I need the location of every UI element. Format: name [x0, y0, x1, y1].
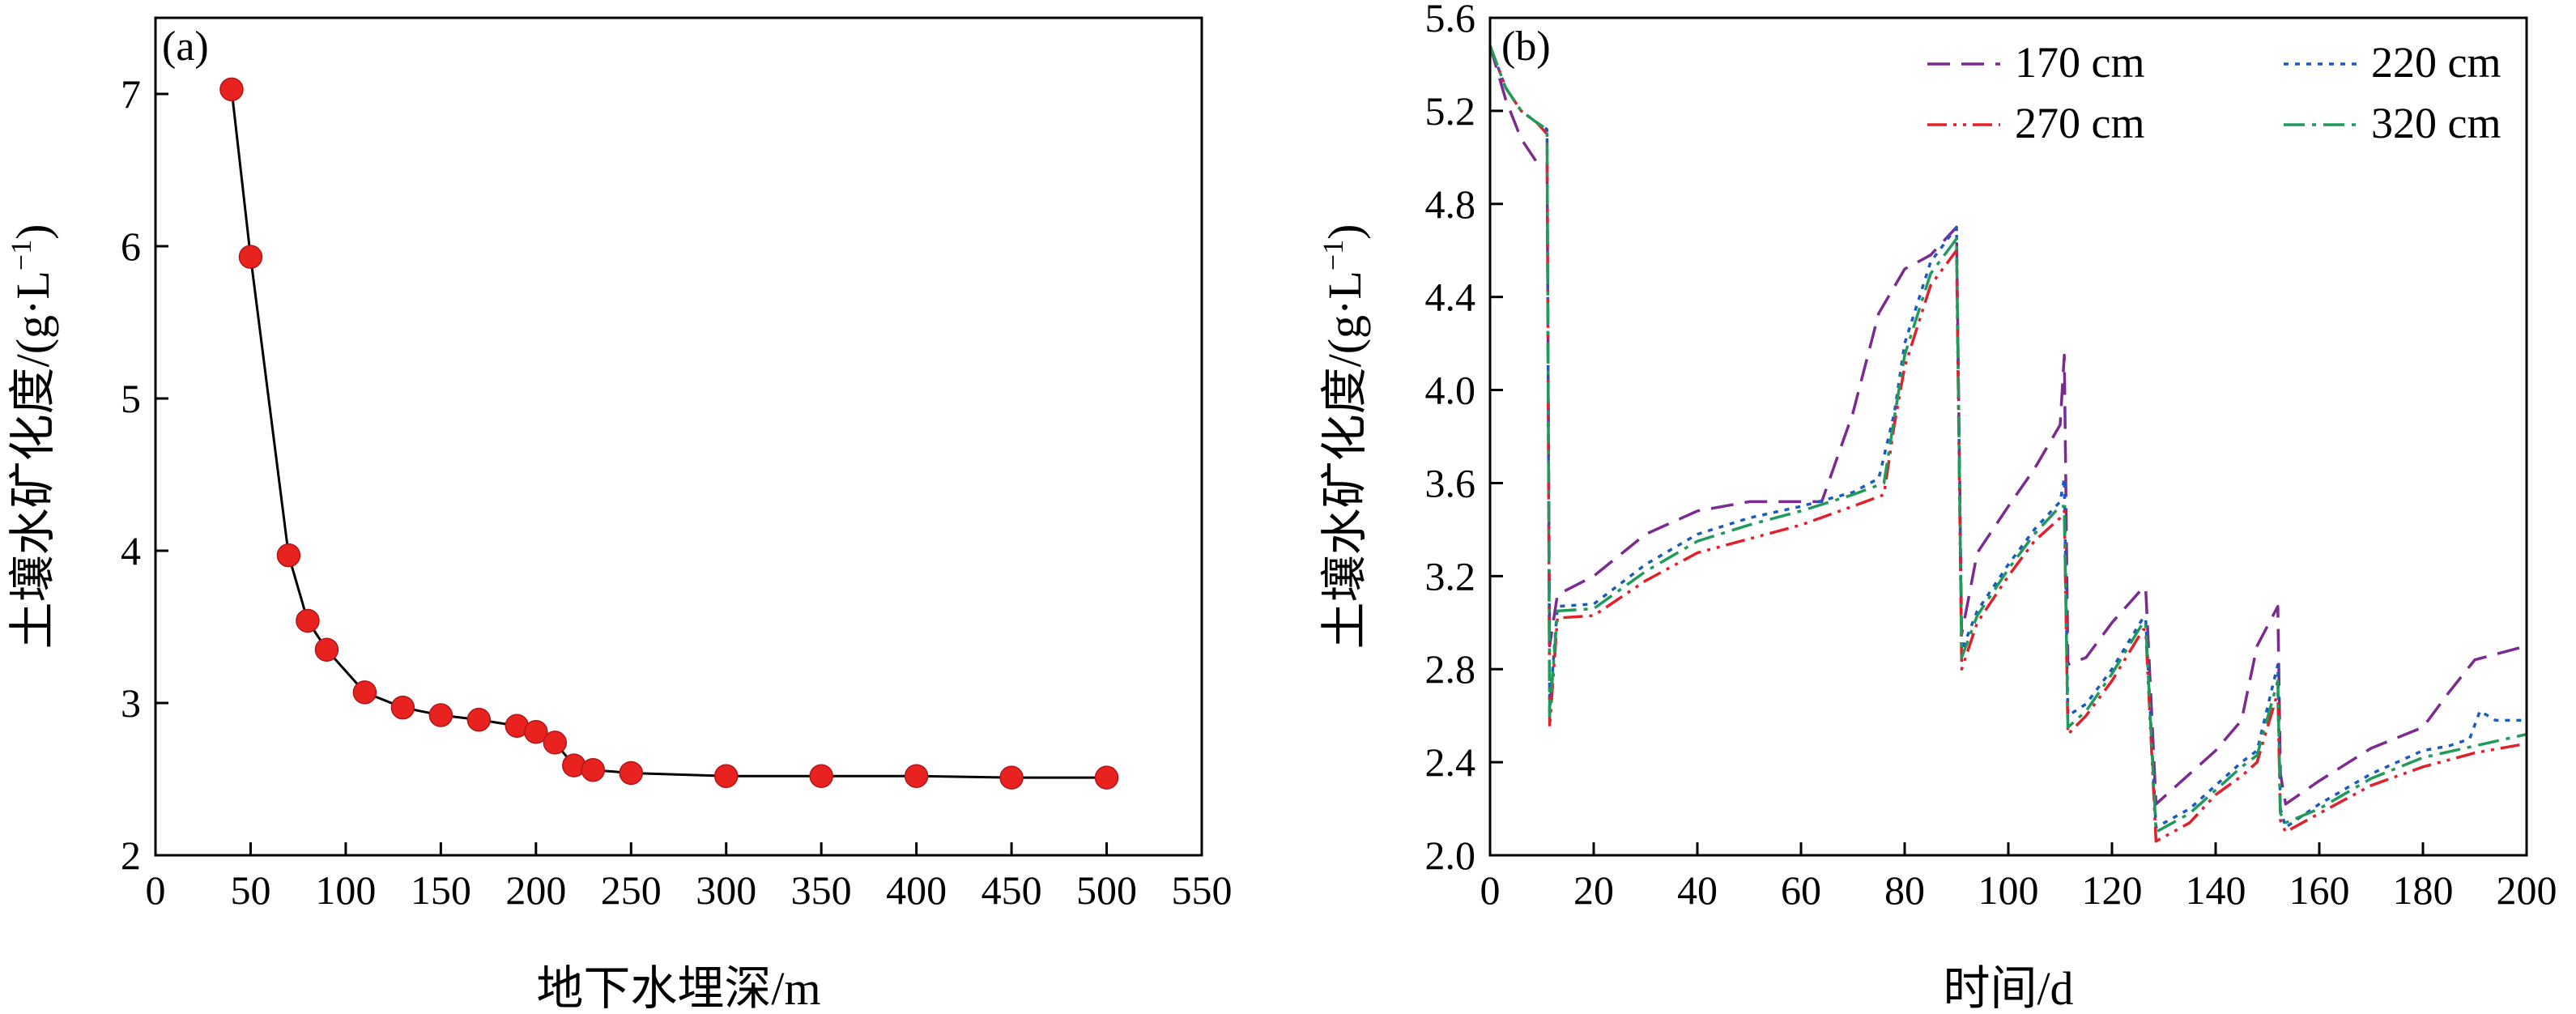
series-line-270-cm [1488, 45, 2527, 843]
panel-b-x-tick-label: 100 [1978, 867, 2039, 913]
panel-b-x-tick-label: 140 [2186, 867, 2246, 913]
panel-a-y-axis-title-close: ) [6, 224, 59, 240]
panel-b-x-tick-label: 180 [2393, 867, 2454, 913]
legend-label: 220 cm [2371, 38, 2501, 87]
panel-b-x-tick-label: 0 [1480, 867, 1501, 913]
panel-b-y-tick-label: 2.0 [1425, 833, 1476, 878]
panel-b-series [1488, 45, 2527, 843]
panel-b-y-tick-label: 2.8 [1425, 646, 1476, 692]
panel-a-x-axis-title: 地下水埋深/m [536, 962, 820, 1014]
panel-b-y-axis-title-superscript: −1 [1317, 240, 1349, 271]
panel-b-x-tick-label: 160 [2289, 867, 2350, 913]
panel-b: 0 20 40 60 80 100 120 140 160 180 200 2.0 2.4 2.8 3.2… [1317, 0, 2557, 1014]
series-line-320-cm [1488, 45, 2527, 834]
data-point [296, 608, 320, 633]
legend-label: 170 cm [2015, 38, 2144, 87]
panel-a-plot-frame [154, 16, 1203, 857]
data-point [428, 703, 453, 727]
panel-b-label: (b) [1501, 23, 1551, 70]
data-point [809, 764, 833, 788]
data-point [999, 765, 1024, 790]
data-point [581, 757, 606, 782]
panel-a-y-tick-label: 7 [121, 71, 141, 117]
data-point [524, 719, 548, 744]
panel-b-x-tick-label: 120 [2082, 867, 2143, 913]
panel-b-y-tick-label: 4.8 [1425, 181, 1476, 227]
panel-a-x-tick-label: 500 [1076, 867, 1137, 913]
panel-a-y-axis-title-superscript: −1 [5, 240, 37, 271]
panel-b-y-axis-title-main: 土壤水矿化度/(g·L [1318, 271, 1371, 649]
series-line-170-cm [1488, 45, 2527, 806]
panel-b-y-tick-label: 2.4 [1425, 739, 1476, 785]
panel-b-y-axis-title: 土壤水矿化度/(g·L−1) [1317, 224, 1371, 650]
panel-a-x-tick-label: 50 [230, 867, 270, 913]
panel-a-x-tick-label: 100 [315, 867, 376, 913]
data-point [314, 637, 339, 662]
data-point [713, 764, 739, 788]
data-point [219, 77, 244, 102]
panel-a-y-axis-title: 土壤水矿化度/(g·L−1) [5, 224, 59, 650]
panel-a-x-tick-label: 250 [601, 867, 662, 913]
data-point [352, 680, 377, 705]
panel-a-y-axis-title-main: 土壤水矿化度/(g·L [6, 271, 59, 649]
series-line-220-cm [1488, 45, 2527, 829]
panel-a-x-tick-label: 350 [791, 867, 852, 913]
panel-a-y-tick-label: 2 [121, 833, 141, 878]
panel-a-y-tick-label: 5 [121, 376, 141, 421]
panel-b-x-tick-label: 80 [1884, 867, 1925, 913]
legend-label: 320 cm [2371, 99, 2501, 147]
panel-b-x-tick-label: 200 [2497, 867, 2557, 913]
panel-b-x-tick-label: 60 [1781, 867, 1821, 913]
panel-b-y-tick-label: 4.0 [1425, 368, 1476, 413]
data-point [276, 543, 301, 568]
panel-a-x-tick-label: 150 [411, 867, 471, 913]
panel-a-connecting-line [230, 89, 1107, 779]
panel-b-x-axis-title: 时间/d [1943, 962, 2073, 1014]
panel-b-x-ticks: 0 20 40 60 80 100 120 140 160 180 200 [1480, 842, 2557, 913]
data-point [390, 695, 415, 720]
panel-a-x-tick-label: 400 [886, 867, 947, 913]
panel-b-x-tick-label: 20 [1573, 867, 1614, 913]
data-point [466, 707, 492, 732]
panel-b-y-tick-label: 4.4 [1425, 275, 1476, 320]
panel-a-y-tick-label: 4 [121, 528, 141, 573]
panel-b-x-tick-label: 40 [1677, 867, 1718, 913]
panel-a-y-tick-label: 3 [121, 680, 141, 726]
data-point [904, 764, 929, 788]
panel-b-y-tick-label: 3.2 [1425, 553, 1476, 599]
panel-a-label: (a) [162, 23, 209, 70]
data-point [619, 760, 644, 786]
panel-b-y-tick-label: 5.6 [1425, 0, 1476, 40]
panel-a-x-tick-label: 450 [981, 867, 1042, 913]
panel-a-series [219, 77, 1119, 790]
panel-a-x-tick-label: 550 [1172, 867, 1233, 913]
panel-a-y-tick-label: 6 [121, 224, 141, 269]
data-point [1094, 765, 1119, 790]
panel-b-y-ticks: 2.0 2.4 2.8 3.2 3.6 4.0 4.4 4.8 5.2 5.6 [1425, 0, 1503, 878]
panel-b-y-axis-title-close: ) [1318, 224, 1371, 240]
panel-b-y-tick-label: 3.6 [1425, 460, 1476, 505]
panel-a-x-ticks: 0 50 100 150 200 250 300 350 400 450 500 550 [146, 842, 1233, 913]
panel-a: 0 50 100 150 200 250 300 350 400 450 500 550 2 3 4 5 6 7… [5, 16, 1233, 1014]
legend-label: 270 cm [2015, 99, 2144, 147]
panel-b-legend: 170 cm 220 cm 270 cm 320 cm [1927, 38, 2501, 147]
panel-a-x-tick-label: 200 [505, 867, 566, 913]
panel-a-y-ticks: 2 3 4 5 6 7 [121, 71, 168, 878]
data-point [543, 731, 568, 755]
data-point [238, 245, 263, 269]
panel-a-x-tick-label: 0 [146, 867, 166, 913]
panel-a-points [219, 77, 1119, 790]
panel-b-y-tick-label: 5.2 [1425, 88, 1476, 134]
panel-a-x-tick-label: 300 [696, 867, 756, 913]
